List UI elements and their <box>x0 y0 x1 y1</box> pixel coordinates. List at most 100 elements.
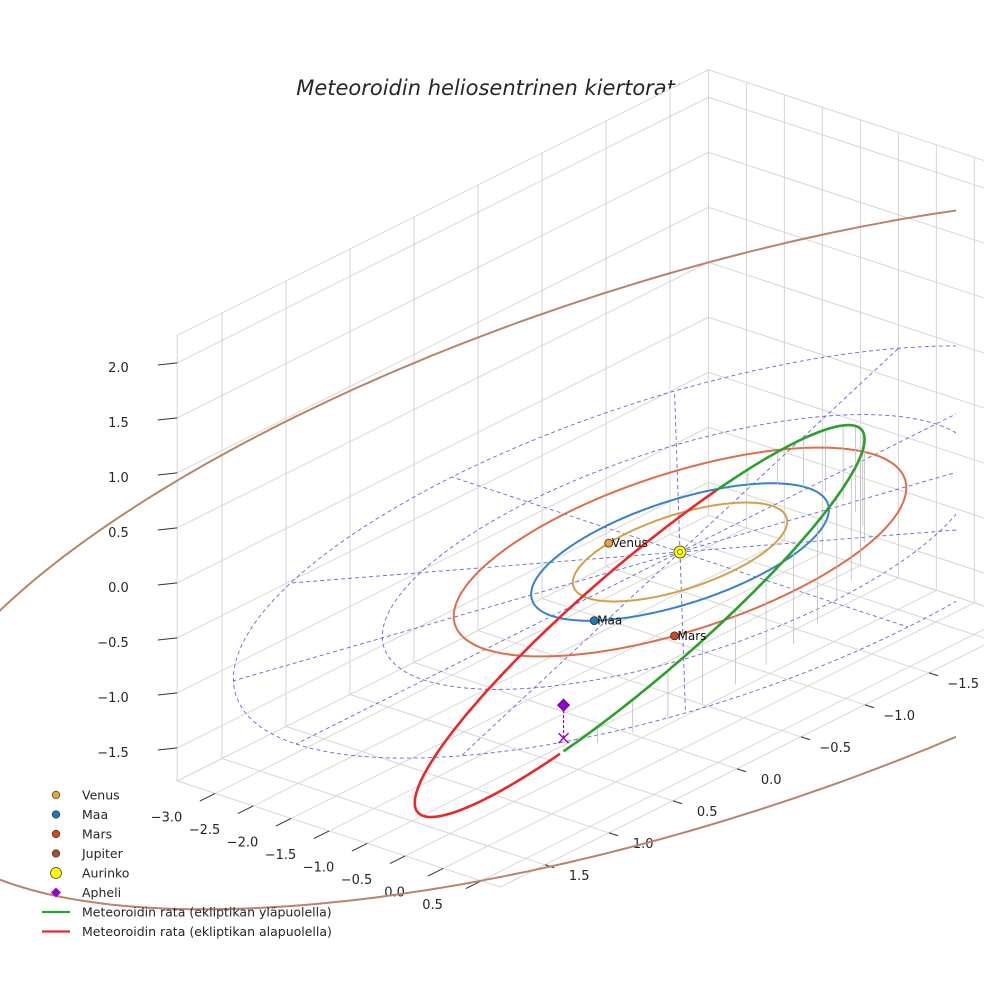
grid-line-x <box>328 119 861 832</box>
legend-item: Jupiter <box>51 846 124 861</box>
y-tick-label: 0.0 <box>761 773 782 788</box>
legend-label: Aurinko <box>82 866 129 881</box>
grid-line-x <box>290 107 823 819</box>
legend-label: Jupiter <box>81 846 124 861</box>
x-tick-label: −2.5 <box>189 823 221 838</box>
grid-line-x <box>404 144 937 857</box>
sun-core <box>677 549 683 555</box>
y-tick-label: −1.5 <box>947 677 979 692</box>
legend-circle-swatch <box>51 829 61 839</box>
x-tick-mark <box>389 855 406 865</box>
y-tick-mark <box>928 672 939 677</box>
x-tick-mark <box>237 805 254 815</box>
ecliptic-spoke <box>451 476 681 553</box>
x-tick-label: 0.0 <box>384 886 405 901</box>
x-tick-label: −2.0 <box>227 836 259 851</box>
x-tick-label: −1.5 <box>265 848 297 863</box>
aphelion-projection-marker <box>558 732 570 744</box>
x-tick-label: −1.0 <box>303 861 335 876</box>
z-tick-mark <box>157 472 178 476</box>
z-tick-label: −1.5 <box>97 746 129 761</box>
x-tick-mark <box>275 817 292 827</box>
plot-area <box>0 209 956 911</box>
x-tick-mark <box>351 842 368 852</box>
x-tick-mark <box>313 830 330 840</box>
x-tick-label: −3.0 <box>151 811 183 826</box>
grid-line-y <box>349 249 674 802</box>
legend-circle-swatch <box>50 867 62 879</box>
y-tick-mark <box>864 704 875 709</box>
aphelion-marker <box>556 698 571 712</box>
planet-marker-maa <box>589 616 599 626</box>
grid-line-x <box>442 157 975 869</box>
z-tick-label: 2.0 <box>108 361 129 376</box>
z-tick-label: −1.0 <box>97 691 129 706</box>
x-tick-label: −0.5 <box>341 873 373 888</box>
legend: Venus Maa Mars Jupiter Aurinko Apheli Meteoroi… <box>42 788 332 939</box>
ecliptic-spoke <box>679 471 956 553</box>
ecliptic-spoke <box>290 551 681 584</box>
grid-line-z <box>176 481 984 749</box>
y-tick-label: −0.5 <box>819 741 851 756</box>
x-tick-mark <box>465 880 482 890</box>
grid-line-z <box>176 371 984 639</box>
z-tick-label: 1.0 <box>108 471 129 486</box>
ecliptic-spoke <box>679 413 956 553</box>
legend-label: Maa <box>82 807 108 822</box>
axis-ticks: −3.0−2.5−2.0−1.5−1.0−0.50.00.5−2.0−1.5−1… <box>97 361 979 913</box>
y-tick-mark <box>608 832 619 837</box>
y-tick-label: 0.5 <box>697 805 718 820</box>
ecliptic-spoke <box>233 551 681 682</box>
z-tick-label: 0.0 <box>108 581 129 596</box>
legend-label: Meteoroidin rata (ekliptikan yläpuolella… <box>82 905 332 920</box>
legend-item: Mars <box>51 827 112 842</box>
grid-line-z <box>176 206 984 474</box>
y-tick-label: 1.5 <box>569 869 590 884</box>
meteoroid-orbit-below <box>413 489 717 819</box>
grid-line-z <box>176 151 984 419</box>
planet-labels: Venus Maa Mars <box>597 536 706 643</box>
ecliptic-spoke <box>295 551 681 745</box>
legend-item: Maa <box>51 807 108 822</box>
grid-line-z <box>176 426 984 694</box>
grid-line-y <box>477 185 802 738</box>
planet-marker-venus <box>604 538 614 548</box>
z-tick-label: 0.5 <box>108 526 129 541</box>
grid-line-y <box>605 121 930 674</box>
legend-circle-swatch <box>51 810 61 819</box>
meteoroid-orbit-above <box>562 423 866 753</box>
y-tick-mark <box>800 736 811 741</box>
orbit-venus <box>571 501 789 603</box>
z-tick-mark <box>157 362 178 366</box>
grid-line-z <box>176 316 984 584</box>
ecliptic-spoke <box>674 391 681 553</box>
legend-label: Venus <box>82 788 120 803</box>
legend-item: Meteoroidin rata (ekliptikan alapuolella… <box>42 924 332 939</box>
planet-marker-mars <box>670 631 679 641</box>
legend-item: Aurinko <box>50 866 129 881</box>
ecliptic-spoke <box>679 551 686 713</box>
planet-label-venus: Venus <box>612 536 648 550</box>
y-tick-mark <box>736 768 747 773</box>
grid-line-x <box>480 628 984 882</box>
y-tick-mark <box>672 800 683 805</box>
x-tick-mark <box>427 867 444 877</box>
ecliptic-spoke <box>679 529 956 553</box>
grid-line-y <box>541 153 866 706</box>
legend-item: Meteoroidin rata (ekliptikan yläpuolella… <box>42 905 332 920</box>
grid-line-y <box>285 281 610 834</box>
legend-circle-swatch <box>51 849 61 858</box>
z-tick-label: −0.5 <box>97 636 129 651</box>
orbit-jupiter <box>0 209 956 911</box>
legend-item: Apheli <box>51 885 121 900</box>
ecliptic-spoke <box>679 347 899 553</box>
legend-label: Apheli <box>82 885 121 900</box>
orbit-mars <box>452 446 908 658</box>
grid-line-x <box>214 82 747 794</box>
planet-label-mars: Mars <box>678 629 707 643</box>
planet-label-maa: Maa <box>597 614 622 628</box>
legend-diamond-swatch <box>51 887 61 898</box>
x-tick-label: 0.5 <box>422 898 443 913</box>
grid-line-z <box>176 96 984 364</box>
sun-marker <box>673 545 687 559</box>
